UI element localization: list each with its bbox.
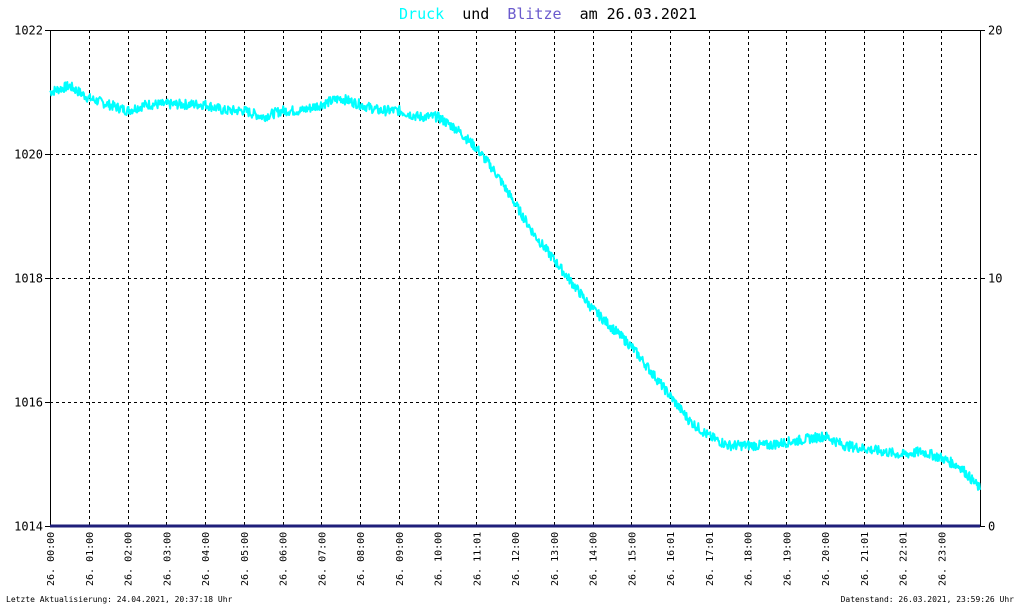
y-left-tick-label: 1022 bbox=[14, 24, 43, 38]
x-tick-label: 26. 02:00 bbox=[124, 532, 135, 586]
y-right-tick-label: 20 bbox=[988, 24, 1002, 38]
x-tick-label: 26. 17:01 bbox=[705, 532, 716, 586]
axes bbox=[45, 30, 985, 527]
series-druck bbox=[49, 81, 981, 491]
x-tick-label: 26. 16:01 bbox=[666, 532, 677, 586]
x-tick-label: 26. 18:00 bbox=[744, 532, 755, 586]
x-tick-label: 26. 21:01 bbox=[860, 532, 871, 586]
title-series-druck: Druck bbox=[399, 5, 444, 23]
x-tick-label: 26. 06:00 bbox=[279, 532, 290, 586]
title-date: am 26.03.2021 bbox=[580, 5, 697, 23]
x-tick-label: 26. 03:00 bbox=[162, 532, 173, 586]
x-tick-label: 26. 12:00 bbox=[511, 532, 522, 586]
footer-data-status: Datenstand: 26.03.2021, 23:59:26 Uhr bbox=[841, 595, 1015, 604]
x-tick-label: 26. 23:00 bbox=[937, 532, 948, 586]
y-right-tick-label: 0 bbox=[988, 520, 995, 534]
y-left-tick-label: 1018 bbox=[14, 272, 43, 286]
pressure-line bbox=[49, 81, 981, 491]
grid-lines bbox=[50, 30, 980, 526]
title-connector-und: und bbox=[462, 5, 489, 23]
y-right-tick-label: 10 bbox=[988, 272, 1002, 286]
chart-title: Druck und Blitze am 26.03.2021 bbox=[399, 5, 697, 23]
x-tick-label: 26. 09:00 bbox=[395, 532, 406, 586]
x-tick-label: 26. 13:00 bbox=[550, 532, 561, 586]
x-tick-label: 26. 15:00 bbox=[627, 532, 638, 586]
footer-last-update: Letzte Aktualisierung: 24.04.2021, 20:37… bbox=[6, 595, 233, 604]
x-tick-label: 26. 08:00 bbox=[356, 532, 367, 586]
title-series-blitze: Blitze bbox=[507, 5, 561, 23]
x-tick-label: 26. 04:00 bbox=[201, 532, 212, 586]
x-tick-label: 26. 11:01 bbox=[472, 532, 483, 586]
x-tick-label: 26. 10:00 bbox=[434, 532, 445, 586]
x-tick-label: 26. 01:00 bbox=[85, 532, 96, 586]
x-tick-label: 26. 00:00 bbox=[46, 532, 57, 586]
y-left-tick-label: 1014 bbox=[14, 520, 43, 534]
x-tick-label: 26. 20:00 bbox=[821, 532, 832, 586]
x-tick-label: 26. 19:00 bbox=[782, 532, 793, 586]
y-left-tick-label: 1020 bbox=[14, 148, 43, 162]
x-tick-label: 26. 22:01 bbox=[899, 532, 910, 586]
y-left-tick-label: 1016 bbox=[14, 396, 43, 410]
x-tick-label: 26. 07:00 bbox=[317, 532, 328, 586]
x-tick-label: 26. 05:00 bbox=[240, 532, 251, 586]
x-tick-label: 26. 14:00 bbox=[589, 532, 600, 586]
